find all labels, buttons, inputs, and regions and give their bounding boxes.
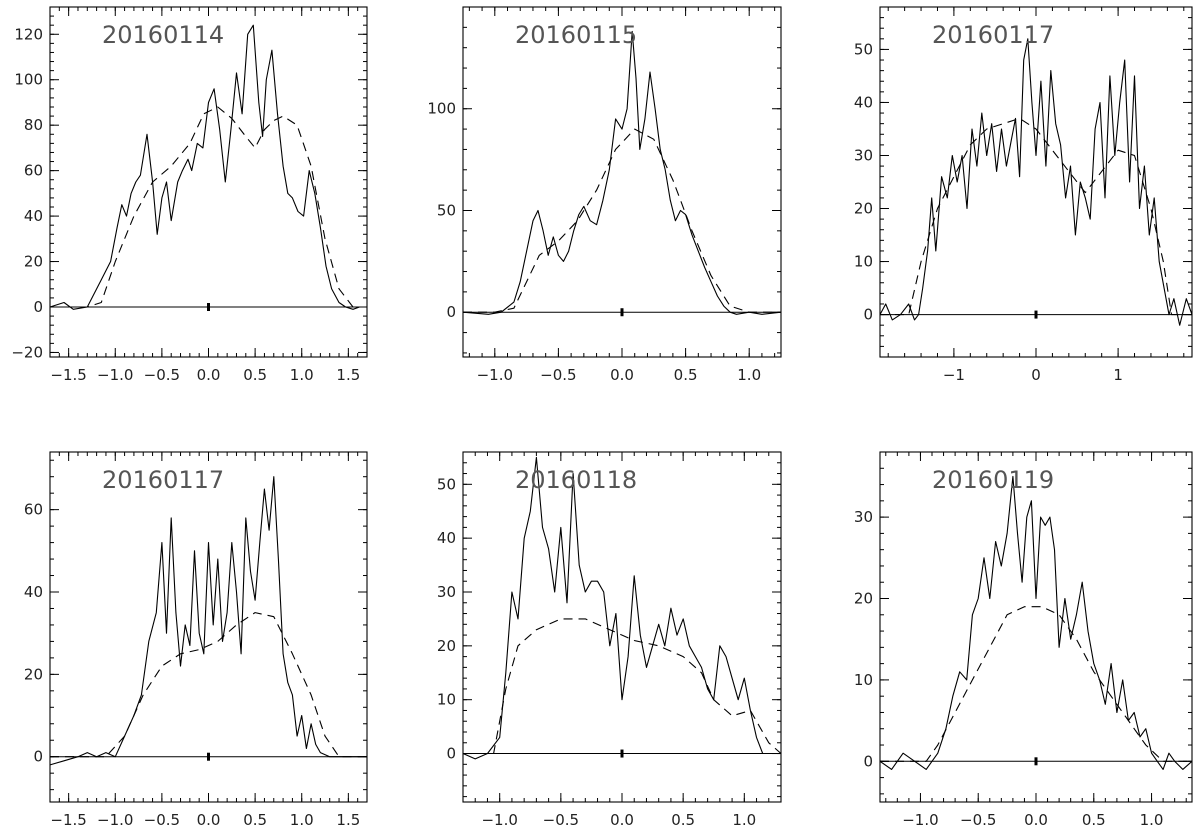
panel-title: 20160118 <box>515 466 637 494</box>
y-tick-label: 30 <box>854 146 873 164</box>
y-tick-label: 0 <box>33 298 43 316</box>
x-tick-label: 0.0 <box>197 366 221 384</box>
x-tick-label: −1.0 <box>97 366 133 384</box>
x-tick-label: −0.5 <box>144 366 180 384</box>
y-tick-label: 10 <box>437 691 456 709</box>
panel-title: 20160117 <box>102 466 224 494</box>
x-tick-label: 1 <box>1113 366 1123 384</box>
plot-frame <box>879 451 1193 803</box>
y-tick-label: 30 <box>437 583 456 601</box>
solid-profile-line <box>879 475 1193 770</box>
y-tick-label: 40 <box>24 207 43 225</box>
y-tick-label: 50 <box>437 201 456 219</box>
y-tick-label: 60 <box>24 162 43 180</box>
solid-profile-line <box>462 456 781 760</box>
y-tick-label: 20 <box>854 590 873 608</box>
solid-profile-line <box>462 30 782 315</box>
y-tick-label: 0 <box>446 303 456 321</box>
panel-title: 20160119 <box>932 466 1054 494</box>
y-tick-label: 20 <box>24 253 43 271</box>
x-tick-label: −0.5 <box>960 811 996 829</box>
y-tick-label: 10 <box>854 253 873 271</box>
y-tick-label: 40 <box>854 93 873 111</box>
panel-20160114: −1.5 −1.0 −0.5 0.0 0.5 1.0 1.5 −20 0 20 40 60 80 100 1… <box>11 6 368 384</box>
x-tick-label: −1.0 <box>477 366 513 384</box>
x-tick-label: −1.5 <box>50 811 86 829</box>
x-tick-label: 1.0 <box>290 811 314 829</box>
x-tick-label: 1.0 <box>1140 811 1164 829</box>
dashed-fit-line <box>50 612 367 758</box>
x-tick-label: 1.0 <box>732 811 756 829</box>
x-tick-label: −1.5 <box>50 366 86 384</box>
x-tick-label: 0.5 <box>1082 811 1106 829</box>
y-tick-label: 80 <box>24 116 43 134</box>
x-tick-label: −1 <box>943 366 965 384</box>
y-tick-label: 20 <box>437 637 456 655</box>
panel-title: 20160114 <box>102 21 224 49</box>
dashed-fit-line <box>50 106 367 308</box>
panel-title: 20160117 <box>932 21 1054 49</box>
panel-title: 20160115 <box>515 21 637 49</box>
x-tick-label: −1.0 <box>481 811 517 829</box>
solid-profile-line <box>49 476 367 766</box>
panel-20160118: −1.0 −0.5 0.0 0.5 1.0 0 10 20 30 40 50 20160118 <box>437 451 782 829</box>
panel-20160119: −1.0 −0.5 0.0 0.5 1.0 0 10 20 30 20160119 <box>854 451 1193 829</box>
y-tick-label: 10 <box>854 671 873 689</box>
solid-profile-line <box>49 24 367 310</box>
y-tick-label: 0 <box>863 306 873 324</box>
dashed-fit-line <box>880 606 1192 762</box>
y-tick-label: 40 <box>437 529 456 547</box>
x-tick-label: 0 <box>1031 366 1041 384</box>
x-tick-label: 1.5 <box>336 366 360 384</box>
dashed-fit-line <box>463 618 782 755</box>
x-tick-label: 1.0 <box>737 366 761 384</box>
x-tick-label: 0.0 <box>610 366 634 384</box>
dashed-fit-line <box>880 117 1192 316</box>
x-tick-label: 0.5 <box>671 811 695 829</box>
x-tick-label: −0.5 <box>540 366 576 384</box>
x-tick-label: 1.5 <box>336 811 360 829</box>
x-tick-label: −1.0 <box>97 811 133 829</box>
x-tick-label: −1.0 <box>902 811 938 829</box>
dashed-fit-line <box>463 128 781 313</box>
solid-profile-line <box>879 38 1193 326</box>
y-tick-label: 40 <box>24 583 43 601</box>
plot-frame <box>462 451 782 803</box>
x-tick-label: 0.5 <box>674 366 698 384</box>
y-tick-label: 30 <box>854 508 873 526</box>
y-tick-label: 120 <box>14 25 43 43</box>
y-tick-label: 0 <box>863 752 873 770</box>
panel-20160115: −1.0 −0.5 0.0 0.5 1.0 0 50 100 20160115 <box>427 6 782 384</box>
panel-20160117-b: −1.5 −1.0 −0.5 0.0 0.5 1.0 1.5 0 20 40 60 20160117 <box>24 451 368 829</box>
plot-frame <box>49 451 368 803</box>
y-tick-label: 60 <box>24 501 43 519</box>
x-tick-label: 0.0 <box>610 811 634 829</box>
y-tick-label: 0 <box>33 748 43 766</box>
y-tick-label: 20 <box>24 665 43 683</box>
y-tick-label: 20 <box>854 200 873 218</box>
x-tick-label: −0.5 <box>144 811 180 829</box>
y-tick-label: 100 <box>427 100 456 118</box>
x-tick-label: 0.0 <box>1024 811 1048 829</box>
y-tick-label: 0 <box>446 745 456 763</box>
x-tick-label: 0.0 <box>197 811 221 829</box>
x-tick-label: 0.5 <box>243 366 267 384</box>
x-tick-label: −0.5 <box>543 811 579 829</box>
y-tick-label: 50 <box>854 40 873 58</box>
x-tick-label: 1.0 <box>290 366 314 384</box>
x-tick-label: 0.5 <box>243 811 267 829</box>
y-tick-label: −20 <box>11 343 43 361</box>
y-tick-label: 50 <box>437 475 456 493</box>
y-tick-label: 100 <box>14 71 43 89</box>
